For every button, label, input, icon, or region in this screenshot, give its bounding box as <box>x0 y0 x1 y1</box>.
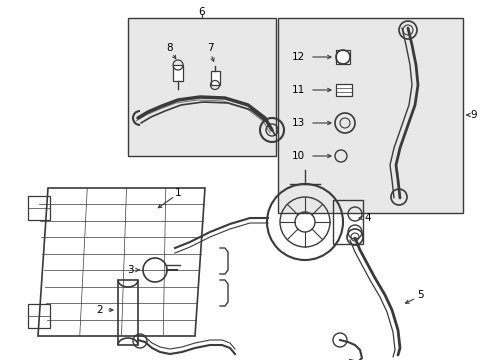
Text: 13: 13 <box>291 118 305 128</box>
Text: 7: 7 <box>206 43 213 53</box>
Bar <box>118 280 138 345</box>
Bar <box>332 200 362 244</box>
Text: 12: 12 <box>291 52 305 62</box>
Text: 10: 10 <box>291 151 305 161</box>
Bar <box>335 84 351 96</box>
Bar <box>210 71 220 85</box>
Text: 2: 2 <box>97 305 103 315</box>
Bar <box>278 18 462 213</box>
Bar <box>173 65 183 81</box>
Bar <box>335 50 349 64</box>
Bar <box>28 304 50 328</box>
Text: 3: 3 <box>126 265 133 275</box>
Text: 11: 11 <box>291 85 305 95</box>
Text: 4: 4 <box>364 213 370 223</box>
Text: 8: 8 <box>166 43 173 53</box>
Text: 6: 6 <box>198 7 205 17</box>
Text: 5: 5 <box>416 290 423 300</box>
Bar <box>128 18 275 156</box>
Text: 1: 1 <box>174 188 181 198</box>
Text: 9: 9 <box>470 110 476 120</box>
Bar <box>28 196 50 220</box>
